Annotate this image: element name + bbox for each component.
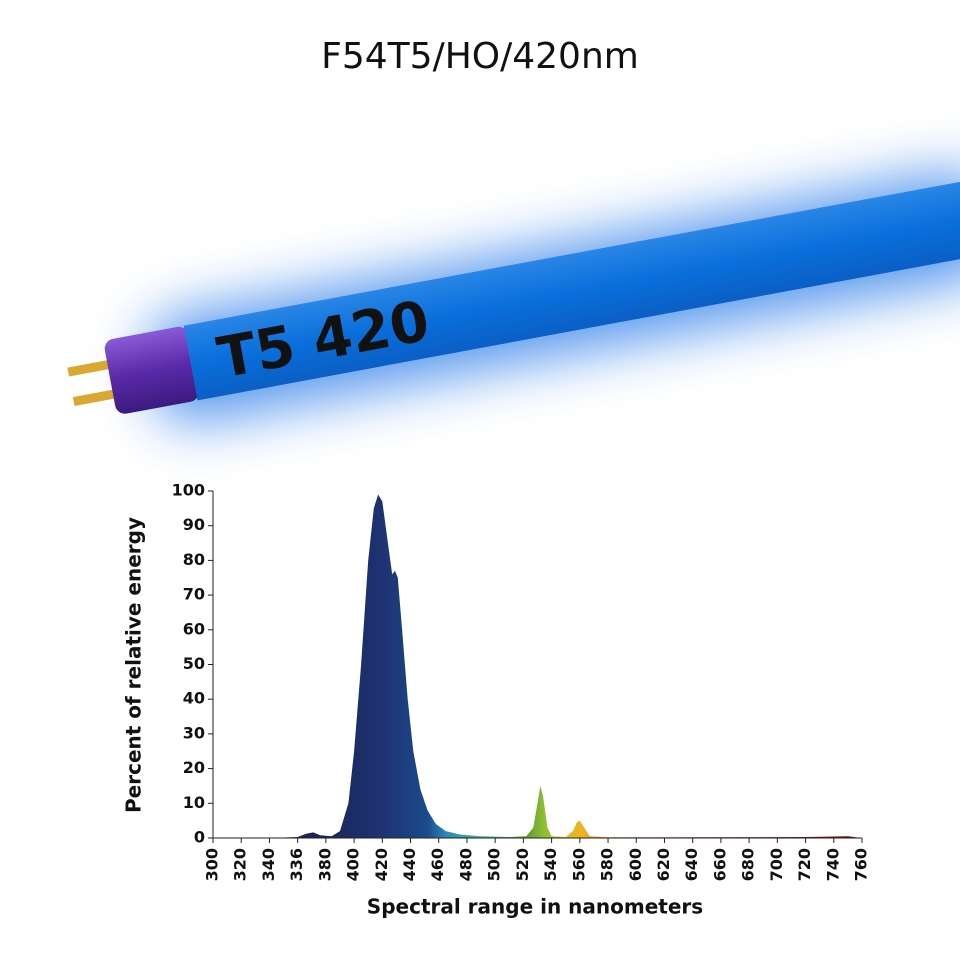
spectrum-area: [213, 494, 862, 838]
y-tick-label: 50: [183, 654, 205, 673]
title: F54T5/HO/420nm: [321, 36, 639, 77]
x-tick-label: 380: [315, 848, 334, 881]
x-tick-label: 420: [372, 848, 391, 881]
tube-image: T5 420: [67, 171, 960, 424]
x-tick-label: 540: [541, 848, 560, 881]
x-tick-label: 340: [259, 848, 278, 881]
x-tick-label: 640: [682, 848, 701, 881]
x-tick-label: 300: [203, 848, 222, 881]
x-tick-label: 620: [654, 848, 673, 881]
x-tick-label: 660: [710, 848, 729, 881]
y-tick-label: 80: [183, 550, 205, 569]
y-tick-label: 60: [183, 619, 205, 638]
y-tick-label: 70: [183, 585, 205, 604]
x-tick-label: 440: [400, 848, 419, 881]
pin: [67, 358, 119, 377]
end-cap: [104, 326, 199, 414]
x-tick-label: 740: [823, 848, 842, 881]
x-tick-label: 400: [344, 848, 363, 881]
pin: [72, 387, 124, 406]
x-tick-label: 500: [485, 848, 504, 881]
y-tick-label: 30: [183, 723, 205, 742]
x-tick-label: 520: [513, 848, 532, 881]
x-tick-label: 480: [456, 848, 475, 881]
chart: 0 10 20 30 40 50 60 70 80 90 100 300 320 340 336 380 400…: [172, 481, 871, 882]
x-tick-label: 600: [626, 848, 645, 881]
x-tick-label: 720: [795, 848, 814, 881]
x-tick-label: 760: [852, 848, 871, 881]
x-tick-label: 680: [739, 848, 758, 881]
x-tick-label: 336: [287, 848, 306, 881]
y-tick-label: 20: [183, 758, 205, 777]
x-tick-label: 460: [428, 848, 447, 881]
x-tick-label: 320: [231, 848, 250, 881]
y-tick-label: 40: [183, 689, 205, 708]
y-tick-label: 10: [183, 793, 205, 812]
x-tick-label: 700: [767, 848, 786, 881]
y-tick-label: 100: [172, 481, 205, 500]
tube: [183, 172, 960, 401]
x-tick-label: 580: [598, 848, 617, 881]
y-tick-label: 0: [194, 828, 205, 847]
x-axis-title: Spectral range in nanometers: [367, 895, 703, 919]
y-axis-title: Percent of relative energy: [122, 517, 146, 813]
x-tick-label: 560: [569, 848, 588, 881]
y-tick-label: 90: [183, 515, 205, 534]
